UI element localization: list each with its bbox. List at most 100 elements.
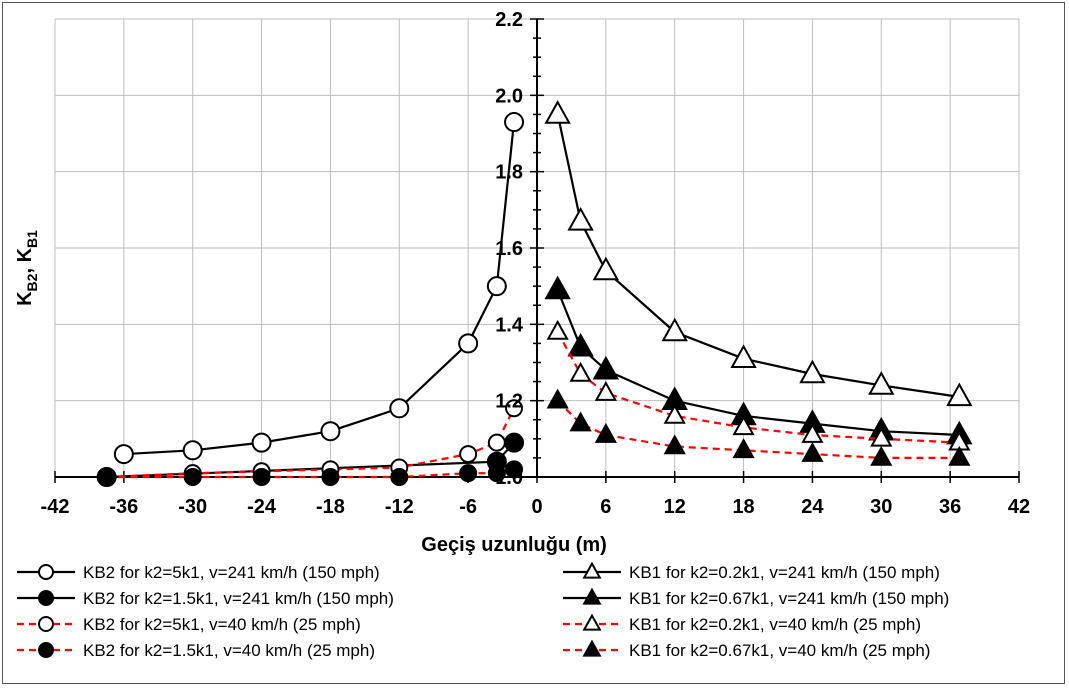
x-tick-label: 30 [870, 496, 892, 518]
data-point [389, 398, 410, 419]
data-point [546, 388, 569, 409]
data-point [504, 432, 525, 453]
legend-label: KB2 for k2=5k1, v=40 km/h (25 mph) [83, 615, 361, 634]
legend: KB2 for k2=5k1, v=241 km/h (150 mph) KB1 … [17, 561, 949, 660]
data-point [487, 433, 506, 452]
y-tick-label: 1.6 [495, 238, 523, 260]
data-point [730, 344, 757, 368]
legend-label: KB1 for k2=0.67k1, v=40 km/h (25 mph) [629, 641, 930, 660]
legend-item: KB1 for k2=0.67k1, v=40 km/h (25 mph) [563, 639, 930, 660]
axes [54, 18, 1020, 483]
data-point [546, 319, 569, 340]
series-line [123, 121, 516, 456]
series-line [106, 407, 515, 479]
data-point [458, 333, 479, 354]
data-point [661, 317, 688, 342]
data-point [946, 382, 973, 407]
x-tick-label: -42 [41, 496, 70, 518]
x-tick-label: 0 [531, 496, 542, 518]
series-line [556, 114, 960, 398]
data-point [486, 276, 507, 297]
data-point [251, 432, 272, 453]
data-point [569, 411, 592, 432]
legend-marker [582, 587, 602, 605]
y-tick-label: 1.8 [495, 162, 523, 184]
series-5 [544, 100, 973, 407]
legend-marker [582, 613, 602, 631]
data-point [504, 112, 525, 133]
series-line [106, 441, 515, 479]
legend-label: KB1 for k2=0.67k1, v=241 km/h (150 mph) [629, 589, 949, 608]
data-point [459, 464, 478, 483]
data-point [799, 359, 826, 384]
series-1 [113, 112, 525, 465]
x-tick-label: 18 [732, 496, 754, 518]
data-point [868, 371, 895, 395]
data-point [594, 380, 617, 401]
legend-item: KB1 for k2=0.67k1, v=241 km/h (150 mph) [563, 587, 949, 608]
x-tick-label: -12 [385, 496, 414, 518]
data-point [544, 100, 571, 124]
data-point [569, 361, 592, 382]
legend-item: KB2 for k2=5k1, v=241 km/h (150 mph) [17, 563, 380, 582]
legend-item: KB2 for k2=1.5k1, v=40 km/h (25 mph) [17, 641, 375, 660]
data-point [592, 355, 620, 380]
x-tick-label: -18 [316, 496, 345, 518]
data-point [390, 468, 409, 486]
data-point [505, 399, 524, 418]
data-point [663, 403, 686, 424]
data-point [182, 440, 203, 461]
legend-marker [38, 616, 54, 632]
x-tick-label: 12 [664, 496, 686, 518]
data-point [948, 445, 971, 466]
data-point [732, 438, 755, 459]
data-point [870, 426, 893, 447]
x-tick-label: -6 [459, 496, 477, 518]
y-tick-label: 2.0 [495, 85, 523, 107]
data-point [544, 275, 571, 300]
y-axis-title: KB2, KB1 [14, 230, 40, 306]
legend-item: KB2 for k2=1.5k1, v=241 km/h (150 mph) [17, 589, 394, 608]
data-point [113, 444, 134, 465]
data-point [252, 468, 271, 486]
legend-marker [38, 590, 54, 606]
data-point [459, 445, 478, 464]
x-tick-label: 42 [1008, 496, 1030, 518]
data-point [487, 464, 506, 483]
y-tick-label: 1.0 [495, 467, 523, 489]
x-tick-label: -24 [247, 496, 277, 518]
legend-marker [38, 564, 54, 580]
legend-label: KB1 for k2=0.2k1, v=241 km/h (150 mph) [629, 563, 940, 582]
data-point [801, 422, 824, 443]
data-point [567, 332, 594, 357]
x-tick-label: -36 [109, 496, 138, 518]
data-point [732, 415, 755, 436]
y-tick-label: 1.4 [495, 314, 524, 336]
data-point [801, 442, 824, 462]
series-group [96, 100, 973, 487]
tick-labels: -42 -36 -30 -24 -18 -12 -6 0 6 12 18 24 30 36 42 1.0 1.2… [41, 9, 1031, 518]
series-line [556, 399, 960, 459]
series-4 [97, 460, 524, 486]
data-point [505, 460, 524, 479]
chart-svg: -42 -36 -30 -24 -18 -12 -6 0 6 12 18 24 30 36 42 1.0 1.2… [14, 9, 1031, 660]
y-tick-label: 1.2 [495, 391, 523, 413]
data-point [594, 422, 617, 443]
data-point [183, 468, 202, 486]
series-6 [544, 275, 973, 445]
legend-label: KB2 for k2=1.5k1, v=241 km/h (150 mph) [83, 589, 394, 608]
legend-item: KB1 for k2=0.2k1, v=40 km/h (25 mph) [563, 613, 921, 634]
data-point [320, 421, 341, 442]
data-point [567, 206, 594, 231]
y-axis-title-sub2: B1 [24, 230, 40, 248]
y-axis-title-main: K [14, 291, 36, 306]
series-8 [546, 388, 971, 466]
y-tick-label: 2.2 [495, 9, 523, 31]
y-axis-title-sep: , K [14, 247, 36, 273]
legend-label: KB1 for k2=0.2k1, v=40 km/h (25 mph) [629, 615, 921, 634]
x-tick-label: 36 [939, 496, 961, 518]
x-axis-title: Geçiş uzunluğu (m) [421, 534, 607, 556]
legend-marker [38, 642, 54, 658]
data-point [97, 468, 116, 486]
